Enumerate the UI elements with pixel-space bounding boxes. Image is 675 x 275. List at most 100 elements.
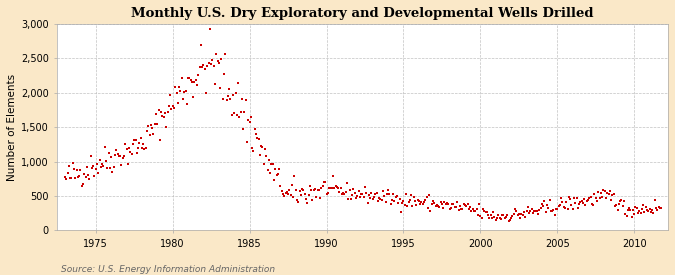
Point — [598, 188, 609, 192]
Point — [652, 208, 663, 213]
Point — [144, 132, 155, 137]
Point — [134, 141, 144, 145]
Point — [321, 192, 332, 197]
Point — [446, 206, 456, 211]
Point — [339, 191, 350, 196]
Point — [443, 201, 454, 206]
Point — [276, 189, 287, 193]
Point — [202, 63, 213, 68]
Point — [521, 209, 532, 213]
Point — [488, 210, 499, 214]
Point — [414, 199, 425, 203]
Point — [358, 195, 369, 199]
Point — [117, 156, 128, 161]
Point — [430, 204, 441, 209]
Point — [385, 202, 396, 206]
Point — [599, 188, 610, 193]
Point — [247, 145, 258, 150]
Point — [403, 200, 414, 204]
Point — [182, 102, 192, 106]
Point — [457, 207, 468, 211]
Point — [179, 90, 190, 94]
Point — [142, 129, 153, 134]
Point — [101, 158, 111, 163]
Point — [402, 204, 412, 208]
Point — [435, 199, 446, 204]
Point — [522, 205, 533, 209]
Point — [350, 196, 361, 200]
Point — [354, 195, 365, 199]
Point — [308, 188, 319, 192]
Point — [610, 204, 620, 208]
Point — [594, 196, 605, 200]
Point — [648, 210, 659, 215]
Point — [221, 97, 232, 102]
Point — [199, 66, 210, 71]
Point — [261, 153, 271, 158]
Point — [530, 209, 541, 213]
Point — [338, 190, 348, 195]
Point — [111, 148, 122, 152]
Point — [93, 170, 104, 175]
Point — [197, 65, 208, 70]
Point — [109, 153, 120, 157]
Point — [401, 192, 412, 196]
Point — [571, 195, 582, 200]
Point — [541, 203, 552, 208]
Point — [448, 202, 459, 207]
Point — [146, 126, 157, 130]
Point — [588, 203, 599, 207]
Point — [575, 199, 586, 204]
Point — [335, 186, 346, 191]
Point — [230, 91, 241, 96]
Point — [165, 93, 176, 98]
Point — [420, 198, 431, 202]
Point — [618, 199, 629, 204]
Point — [216, 56, 227, 61]
Point — [119, 154, 130, 158]
Point — [495, 217, 506, 221]
Point — [61, 177, 72, 182]
Point — [626, 215, 637, 219]
Point — [535, 206, 546, 210]
Point — [516, 212, 526, 216]
Point — [388, 191, 399, 196]
Point — [524, 211, 535, 215]
Point — [567, 207, 578, 212]
Point — [429, 200, 439, 205]
Point — [595, 191, 606, 196]
Point — [383, 188, 394, 192]
Point — [152, 122, 163, 126]
Point — [487, 216, 497, 221]
Point — [504, 218, 515, 223]
Point — [290, 188, 301, 192]
Point — [233, 80, 244, 85]
Point — [608, 192, 619, 197]
Point — [232, 112, 242, 117]
Point — [439, 200, 450, 204]
Title: Monthly U.S. Dry Exploratory and Developmental Wells Drilled: Monthly U.S. Dry Exploratory and Develop… — [132, 7, 594, 20]
Point — [418, 200, 429, 204]
Point — [288, 195, 298, 199]
Point — [615, 199, 626, 204]
Point — [389, 199, 400, 204]
Point — [283, 192, 294, 196]
Point — [533, 211, 543, 216]
Point — [226, 113, 237, 117]
Point — [500, 215, 510, 220]
Point — [631, 205, 642, 210]
Point — [414, 202, 425, 206]
Point — [622, 208, 633, 212]
Point — [205, 27, 215, 31]
Point — [466, 209, 477, 213]
Point — [317, 184, 328, 188]
Point — [331, 185, 342, 189]
Point — [483, 213, 493, 217]
Point — [139, 147, 150, 152]
Y-axis label: Number of Elements: Number of Elements — [7, 74, 17, 181]
Point — [186, 80, 197, 84]
Point — [601, 196, 612, 200]
Point — [82, 173, 93, 178]
Point — [356, 191, 367, 196]
Point — [92, 161, 103, 166]
